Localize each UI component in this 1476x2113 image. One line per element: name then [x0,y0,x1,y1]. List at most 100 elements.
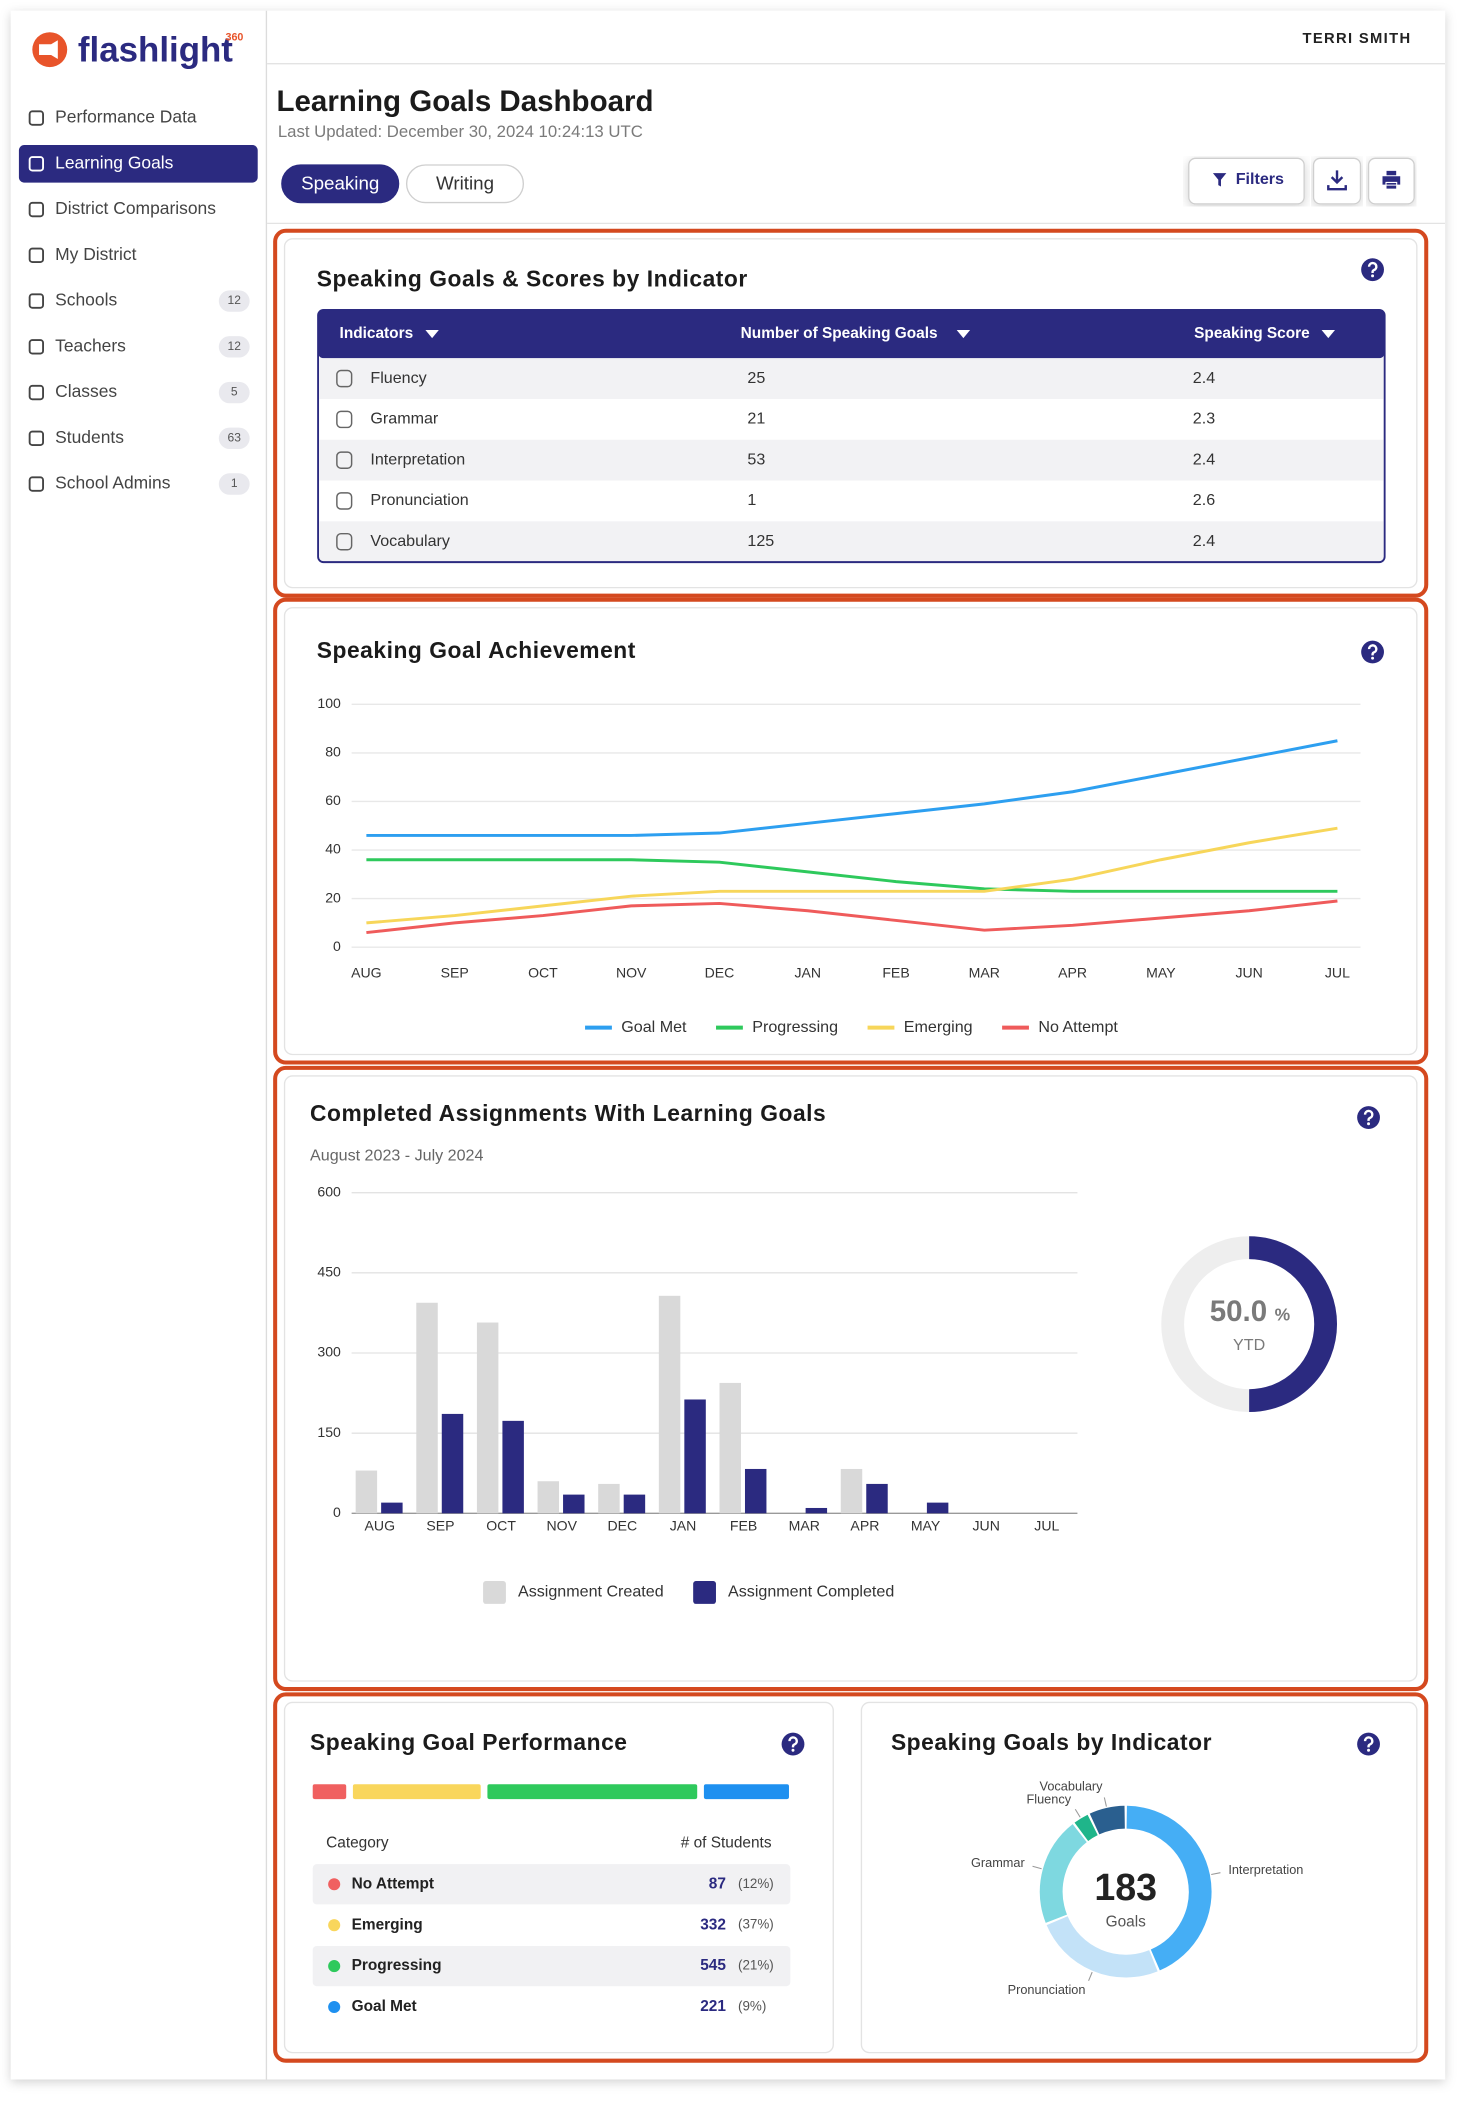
y-tick-label: 300 [317,1344,341,1360]
student-count: 545 [700,1957,726,1974]
table-cell: 2.3 [1193,410,1215,428]
legend-label: Goal Met [621,1018,687,1036]
bar [805,1507,828,1514]
x-tick-label: MAY [1146,965,1176,981]
table-cell: Grammar [370,410,439,428]
donut-segment [1046,1915,1158,1978]
x-tick-label: AUG [365,1517,396,1533]
performance-segment [312,1784,347,1800]
series-line [366,899,1338,935]
indicator-icon [336,369,353,388]
bar [598,1483,620,1514]
x-tick-label: DEC [607,1517,637,1533]
nav-active-bg[interactable] [18,145,258,183]
category-dot [328,2000,341,2014]
student-count: 332 [700,1916,726,1933]
nav-label[interactable]: Learning Goals [55,152,174,172]
tab-label[interactable]: Speaking [301,172,379,193]
y-tick-label: 600 [317,1183,341,1199]
help-glyph-dot [1367,1748,1371,1752]
leader-line [1074,1808,1081,1818]
nav-icon [28,430,44,446]
donut-total-label: Goals [1106,1914,1147,1931]
nav-icon [28,476,44,492]
tab-label[interactable]: Writing [436,172,494,193]
sort-arrow[interactable] [425,330,439,339]
x-tick-label: JUL [1034,1517,1059,1533]
sort-arrow[interactable] [1321,330,1336,339]
brand: flashlight [78,31,233,70]
column-header: Speaking Score [1194,325,1310,342]
student-share: (21%) [738,1958,774,1973]
donut-segment [1126,1805,1212,1971]
category-label: Goal Met [352,1998,417,2015]
print-icon [1381,169,1402,190]
highlight-frame [273,1692,1429,2063]
x-tick-label: AUG [351,965,382,981]
nav-label[interactable]: Schools [55,290,117,310]
help-glyph [1363,1109,1374,1121]
nav-label[interactable]: Performance Data [55,107,197,127]
nav-icon [28,247,44,263]
bar [744,1468,767,1514]
donut-total: 183 [1094,1866,1157,1908]
card-title: Completed Assignments With Learning Goal… [310,1100,826,1126]
x-tick-label: MAR [969,965,1000,981]
x-tick-label: JAN [670,1517,697,1533]
leader-line [1032,1865,1042,1870]
table-cell: 25 [747,369,765,387]
nav-badge [218,336,250,358]
student-count: 221 [700,1998,726,2015]
nav-label[interactable]: My District [55,244,137,264]
filter-icon [1212,173,1227,187]
cards [283,238,1418,2054]
card-subtitle: August 2023 - July 2024 [310,1147,483,1165]
help-glyph-dot [791,1748,795,1752]
user-name[interactable]: TERRI SMITH [1302,31,1411,47]
nav-icon [28,156,44,172]
x-tick-label: APR [1058,965,1087,981]
nav-count: 12 [228,339,242,353]
nav-label[interactable]: Teachers [55,335,126,355]
nav-label[interactable]: District Comparisons [55,198,216,218]
category-dot [328,1919,341,1932]
y-tick-label: 40 [325,841,341,857]
legend-label: Emerging [904,1018,973,1036]
y-tick-label: 100 [317,695,341,711]
x-tick-label: FEB [730,1517,757,1533]
nav-label[interactable]: School Admins [55,473,171,493]
performance-segment [703,1784,789,1800]
card-title: Speaking Goals by Indicator [891,1729,1212,1755]
tab[interactable] [405,164,525,204]
highlight-frame [273,597,1429,1065]
student-share: (37%) [738,1917,774,1932]
y-tick-label: 150 [317,1424,341,1440]
filters-button[interactable] [1188,157,1305,205]
x-tick-label: JAN [794,965,821,981]
bar [476,1322,499,1514]
filters-label[interactable]: Filters [1236,170,1284,188]
nav-label[interactable]: Students [55,427,124,447]
indicator-icon [336,492,353,510]
card [860,1701,1418,2054]
x-tick-label: SEP [441,965,469,981]
column-header: # of Students [681,1834,772,1851]
legend-label: Progressing [752,1018,838,1036]
help-glyph [1367,644,1378,656]
help-glyph-dot [1371,274,1375,278]
sort-arrow[interactable] [956,330,971,339]
x-tick-label: SEP [426,1517,454,1533]
x-tick-label: JUN [1235,965,1262,981]
bar [416,1302,438,1514]
nav-icon [28,339,44,355]
series-line [366,826,1338,925]
y-tick-label: 20 [325,889,341,905]
highlight-frames [273,228,1429,2063]
bar [926,1502,949,1514]
table-row-bg [319,521,1384,563]
nav-label[interactable]: Classes [55,381,117,401]
tab[interactable] [281,164,400,204]
gauge-arc [1248,1236,1337,1413]
column-header: Indicators [340,325,414,342]
